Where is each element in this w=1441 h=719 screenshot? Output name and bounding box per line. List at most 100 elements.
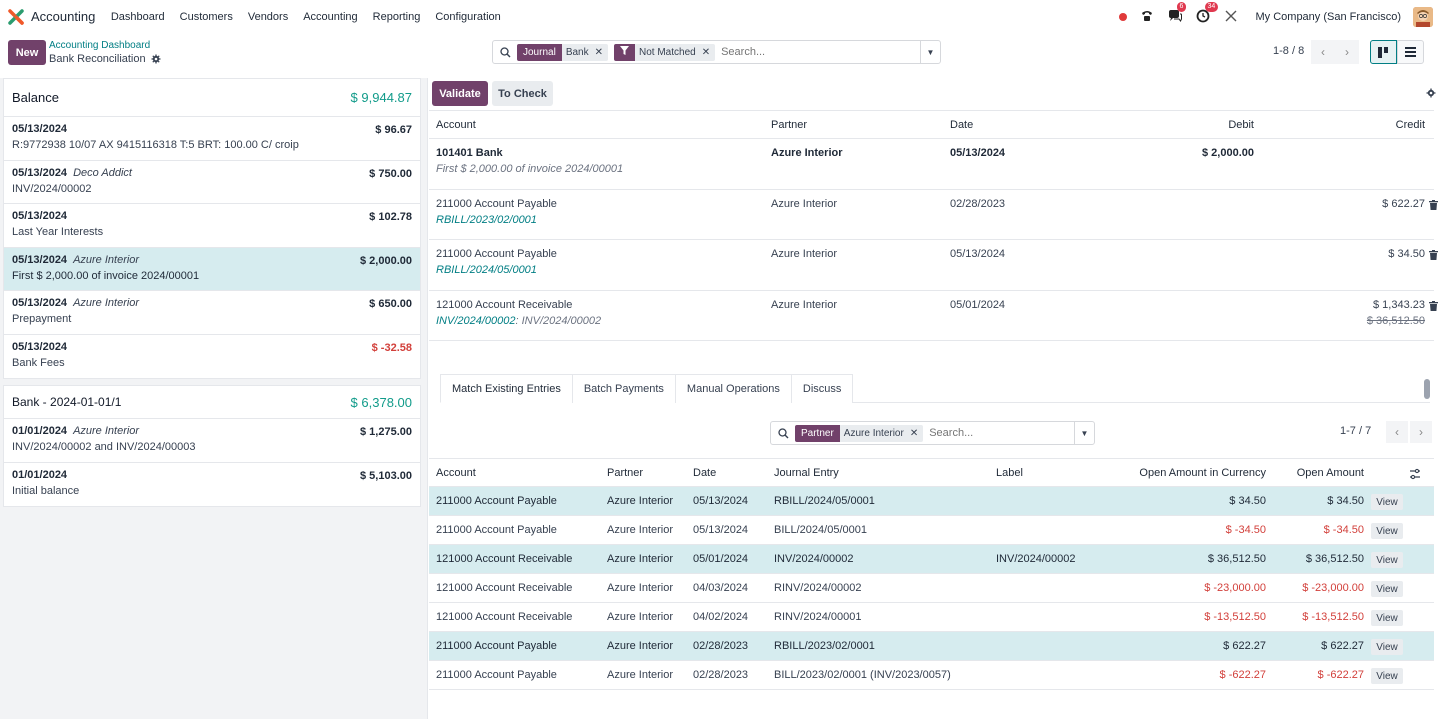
tab-match-existing-entries[interactable]: Match Existing Entries [440,374,573,403]
menu-item-configuration[interactable]: Configuration [435,10,501,23]
table-row[interactable]: 211000 Account Payable Azure Interior 05… [429,516,1434,545]
col-journal-entry[interactable]: Journal Entry [774,467,839,479]
avatar[interactable] [1413,6,1433,27]
table-row[interactable]: 211000 Account Payable Azure Interior 05… [429,487,1434,516]
cell-label-link[interactable]: RBILL/2023/02/0001 [436,213,537,226]
chevron-left-icon[interactable]: ‹ [1386,421,1408,443]
app-name[interactable]: Accounting [31,9,96,24]
list-item[interactable]: 05/13/2024 Azure Interior Prepayment $ 65… [4,291,420,335]
chevron-left-icon[interactable]: ‹ [1311,40,1335,64]
col-account[interactable]: Account [436,467,476,479]
chevron-right-icon[interactable]: › [1335,40,1359,64]
status-dot-icon[interactable] [1118,12,1127,21]
menu-item-customers[interactable]: Customers [179,10,233,23]
validate-button[interactable]: Validate [432,81,488,106]
list-item[interactable]: 05/13/2024 Bank Fees $ -32.58 [4,335,420,379]
tab-manual-operations[interactable]: Manual Operations [674,374,792,403]
phone-icon[interactable] [1140,9,1156,25]
list-item[interactable]: 05/13/2024 R:9772938 10/07 AX 9415116318… [4,117,420,161]
list-item-selected[interactable]: 05/13/2024 Azure Interior First $ 2,000.0… [4,247,420,291]
tab-batch-payments[interactable]: Batch Payments [571,374,676,403]
facet-journal: Journal Bank ✕ [517,43,608,61]
list-item[interactable]: 01/01/2024 Azure Interior INV/2024/00002 … [4,419,420,463]
statement-header[interactable]: Bank - 2024-01-01/1 $ 6,378.00 [4,386,420,419]
view-button[interactable]: View [1371,523,1403,539]
cell-label-rest: : INV/2024/00002 [515,314,602,327]
table-row[interactable]: 121000 Account Receivable Azure Interior… [429,545,1434,574]
new-button[interactable]: New [8,40,46,65]
table-row[interactable]: 211000 Account Payable Azure Interior 02… [429,632,1434,661]
match-search-input[interactable] [929,427,1074,439]
tab-discuss[interactable]: Discuss [790,374,854,403]
cell-journal-entry: BILL/2023/02/0001 (INV/2023/0057) [774,669,951,681]
menu-item-reporting[interactable]: Reporting [372,10,421,23]
cell-partner: Azure Interior [607,640,674,652]
tools-icon[interactable] [1224,9,1240,25]
breadcrumb-parent[interactable]: Accounting Dashboard [49,40,151,51]
cell-label: INV/2024/00002: INV/2024/00002 [436,315,601,327]
main-menu: Dashboard Customers Vendors Accounting R… [103,11,508,23]
cell-partner: Azure Interior [607,495,674,507]
chevron-right-icon[interactable]: › [1410,421,1432,443]
company-switcher[interactable]: My Company (San Francisco) [1255,10,1402,23]
col-partner[interactable]: Partner [607,467,644,479]
view-button[interactable]: View [1371,552,1403,568]
close-icon[interactable]: ✕ [699,43,716,61]
gear-icon[interactable] [151,54,161,64]
col-label[interactable]: Label [996,467,1023,479]
view-button[interactable]: View [1371,494,1403,510]
caret-down-icon[interactable]: ▼ [920,41,940,63]
list-item[interactable]: 05/13/2024 Deco Addict INV/2024/00002 $ 7… [4,161,420,204]
table-row[interactable]: 211000 Account Payable Azure Interior 02… [429,661,1434,690]
adjust-columns-icon[interactable] [1409,468,1421,480]
cell-label-link[interactable]: RBILL/2024/05/0001 [436,264,537,276]
view-button[interactable]: View [1371,581,1403,597]
line-date: 05/13/2024 [12,253,68,266]
list-icon[interactable] [1397,40,1424,64]
app-logo-icon[interactable] [8,8,24,25]
search-icon[interactable] [493,46,517,58]
trash-icon[interactable] [1429,300,1438,311]
cell-date: 05/13/2024 [693,524,749,536]
menu-item-vendors[interactable]: Vendors [247,10,289,23]
table-row[interactable]: 211000 Account Payable RBILL/2024/05/000… [429,240,1438,291]
gear-icon[interactable] [1426,88,1436,98]
table-row[interactable]: 121000 Account Receivable INV/2024/00002… [429,291,1438,341]
activities-badge: 34 [1204,1,1219,12]
cell-partner: Azure Interior [607,553,674,565]
to-check-button[interactable]: To Check [492,81,553,106]
table-row[interactable]: 211000 Account Payable RBILL/2023/02/000… [429,190,1438,240]
line-amount: $ 102.78 [369,211,412,223]
list-item[interactable]: 01/01/2024 Initial balance $ 5,103.00 [4,463,420,507]
cell-account: 121000 Account Receivable [436,611,573,623]
close-icon[interactable]: ✕ [592,43,608,61]
col-date[interactable]: Date [693,467,717,479]
menu-item-accounting[interactable]: Accounting [303,10,358,23]
scrollbar[interactable] [1424,379,1430,399]
close-icon[interactable]: ✕ [907,424,924,442]
col-open-amount[interactable]: Open Amount [1296,467,1364,479]
search-icon[interactable] [771,427,795,439]
view-button[interactable]: View [1371,668,1403,684]
table-row[interactable]: 121000 Account Receivable Azure Interior… [429,574,1434,603]
kanban-icon[interactable] [1370,40,1397,64]
caret-down-icon[interactable]: ▼ [1074,422,1094,444]
table-row[interactable]: 121000 Account Receivable Azure Interior… [429,603,1434,632]
list-item[interactable]: 05/13/2024 Last Year Interests $ 102.78 [4,204,420,248]
pager-value[interactable]: 1-8 / 8 [1273,45,1305,57]
match-pager-value[interactable]: 1-7 / 7 [1340,425,1372,437]
balance-block: Balance $ 9,944.87 05/13/2024 R:9772938 … [3,78,421,379]
cell-label-link[interactable]: INV/2024/00002 [436,314,516,327]
statement-label: Bank - 2024-01-01/1 [12,395,122,409]
view-button[interactable]: View [1371,610,1403,626]
menu-item-dashboard[interactable]: Dashboard [110,10,165,23]
trash-icon[interactable] [1429,199,1438,210]
trash-icon[interactable] [1429,250,1438,260]
table-row[interactable]: 101401 Bank First $ 2,000.00 of invoice … [429,139,1434,190]
search-input[interactable] [721,46,920,58]
clock-icon[interactable]: 34 [1196,1,1219,25]
chat-icon[interactable]: 6 [1168,1,1187,25]
cell-journal-entry: RBILL/2023/02/0001 [774,640,875,652]
view-button[interactable]: View [1371,639,1403,655]
col-open-amount-currency[interactable]: Open Amount in Currency [1139,467,1266,479]
